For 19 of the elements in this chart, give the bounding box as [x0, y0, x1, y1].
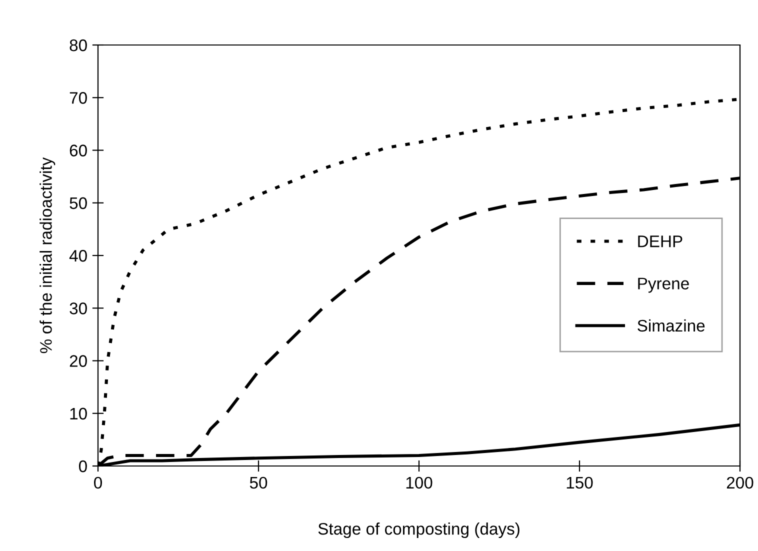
legend-label: Pyrene	[638, 278, 689, 293]
y-axis-title: % of the initial radioactivity	[40, 157, 56, 354]
legend-label: DEHP	[638, 236, 682, 248]
y-tick-label: 20	[70, 355, 87, 367]
legend-label: Simazine	[638, 319, 705, 332]
y-tick-label: 30	[70, 302, 87, 314]
y-tick-label: 40	[69, 250, 87, 262]
x-tick-label: 100	[406, 476, 432, 489]
y-tick-label: 60	[70, 144, 87, 156]
y-tick-label: 10	[70, 408, 87, 420]
y-tick-label: 0	[78, 460, 87, 472]
x-tick-label: 50	[250, 476, 268, 489]
y-tick-label: 70	[70, 92, 87, 104]
x-axis-title: Stage of composting (days)	[318, 522, 520, 538]
y-tick-label: 50	[70, 197, 87, 210]
y-tick-label: 80	[70, 39, 87, 52]
x-tick-label: 200	[726, 476, 754, 489]
x-tick-label: 0	[94, 476, 102, 489]
x-tick-label: 150	[566, 476, 593, 489]
